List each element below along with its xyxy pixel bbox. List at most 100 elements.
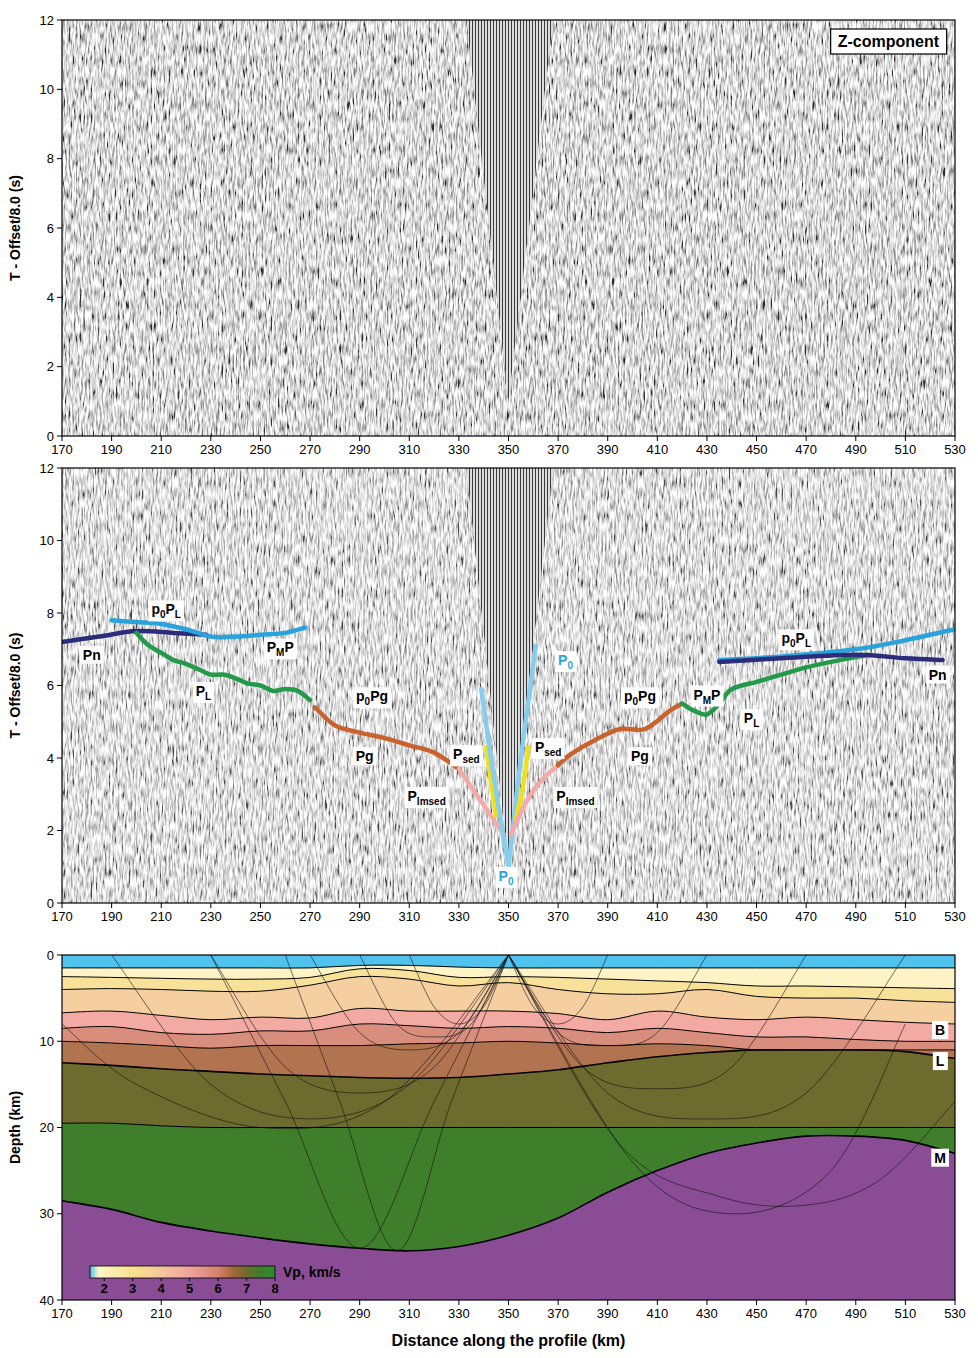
- travel-time-pick: [511, 765, 558, 834]
- annotation-text: PMP: [267, 639, 294, 658]
- y-tick-label: 0: [47, 896, 54, 911]
- annotation-text: Psed: [453, 746, 480, 765]
- x-tick: [905, 1300, 906, 1305]
- x-tick: [161, 903, 162, 908]
- x-tick: [458, 436, 459, 441]
- annotation-text: p0PL: [151, 601, 181, 620]
- y-tick: [57, 613, 62, 614]
- x-tick-label: 250: [250, 1306, 272, 1321]
- x-tick: [161, 1300, 162, 1305]
- x-tick: [607, 903, 608, 908]
- x-tick-label: 430: [696, 442, 718, 457]
- layer-boundary: [62, 1024, 955, 1042]
- x-tick-label: 270: [299, 1306, 321, 1321]
- y-tick-label: 2: [47, 823, 54, 838]
- annotation-text: PL: [744, 710, 759, 729]
- x-tick: [806, 436, 807, 441]
- x-tick: [310, 1300, 311, 1305]
- y-tick-label: 10: [40, 82, 54, 97]
- x-tick: [806, 1300, 807, 1305]
- x-tick: [905, 436, 906, 441]
- x-tick-label: 310: [398, 909, 420, 924]
- annotation: PMP: [264, 638, 297, 659]
- colorbar-tick-label: 5: [186, 1281, 193, 1296]
- x-tick-label: 210: [150, 909, 172, 924]
- y-tick: [57, 903, 62, 904]
- x-tick-label: 410: [646, 909, 668, 924]
- text-part: P: [196, 683, 205, 699]
- panel-0: Z-component17019021023025027029031033035…: [7, 13, 966, 458]
- x-tick-label: 270: [299, 909, 321, 924]
- travel-time-pick: [62, 631, 206, 642]
- layer-boundary: [62, 968, 955, 988]
- x-tick-label: 530: [944, 909, 966, 924]
- y-tick-label: 8: [47, 151, 54, 166]
- x-tick: [657, 1300, 658, 1305]
- x-tick: [210, 436, 211, 441]
- travel-time-pick: [719, 655, 942, 662]
- x-tick: [62, 1300, 63, 1305]
- x-tick-label: 250: [250, 442, 272, 457]
- label-box: [353, 687, 391, 708]
- annotation-text: L: [936, 1053, 945, 1069]
- x-tick: [359, 1300, 360, 1305]
- y-tick: [57, 20, 62, 21]
- ray-path: [285, 955, 508, 1251]
- x-tick-label: 410: [646, 1306, 668, 1321]
- annotation: PL: [741, 709, 762, 730]
- y-tick-label: 20: [40, 1120, 54, 1135]
- x-tick-label: 290: [349, 1306, 371, 1321]
- x-tick-label: 170: [51, 909, 73, 924]
- label-box: [690, 686, 723, 707]
- x-tick: [955, 903, 956, 908]
- text-part: g: [647, 688, 656, 704]
- y-tick: [57, 366, 62, 367]
- x-tick: [607, 1300, 608, 1305]
- x-tick-label: 310: [398, 442, 420, 457]
- x-tick: [111, 436, 112, 441]
- text-part: P: [166, 601, 175, 617]
- x-tick: [508, 1300, 509, 1305]
- subscript: L: [205, 691, 211, 702]
- axes: 1701902102302502702903103303503703904104…: [7, 461, 966, 925]
- x-tick-label: 350: [498, 909, 520, 924]
- x-tick-label: 450: [746, 1306, 768, 1321]
- annotation: Pg: [628, 747, 652, 765]
- annotation-text: p0PL: [781, 630, 811, 649]
- x-tick-label: 190: [101, 442, 123, 457]
- x-tick: [161, 436, 162, 441]
- y-tick-label: 8: [47, 606, 54, 621]
- annotation: p0Pg: [353, 687, 391, 708]
- x-tick-label: 170: [51, 1306, 73, 1321]
- label-box: [931, 1149, 949, 1167]
- text-part: P: [356, 748, 365, 764]
- x-tick-label: 510: [895, 1306, 917, 1321]
- velocity-layer: [62, 1041, 955, 1300]
- label-box: [450, 745, 483, 766]
- velocity-layer: [62, 969, 955, 1300]
- text-part: p: [781, 630, 790, 646]
- x-tick-label: 350: [498, 1306, 520, 1321]
- annotation-text: Plmsed: [408, 788, 446, 807]
- y-tick: [57, 297, 62, 298]
- x-tick: [855, 903, 856, 908]
- annotation: p0PL: [148, 600, 184, 621]
- annotation-text: PL: [196, 683, 211, 702]
- x-tick-label: 370: [547, 442, 569, 457]
- ray-path: [509, 955, 906, 1214]
- velocity-layer: [62, 1136, 955, 1300]
- text-part: P: [711, 687, 720, 703]
- travel-time-pick: [558, 704, 682, 766]
- label-box: [553, 787, 597, 808]
- label-box: [405, 787, 449, 808]
- annotation: PMP: [690, 686, 723, 707]
- ray-path: [211, 955, 509, 1093]
- text-part: n: [92, 647, 101, 663]
- annotation: L: [933, 1052, 948, 1070]
- text-part: g: [380, 688, 389, 704]
- annotation-text: Pn: [83, 647, 101, 663]
- x-tick-label: 230: [200, 1306, 222, 1321]
- x-tick: [806, 903, 807, 908]
- annotation-text: Plmsed: [556, 788, 594, 807]
- x-tick-label: 530: [944, 442, 966, 457]
